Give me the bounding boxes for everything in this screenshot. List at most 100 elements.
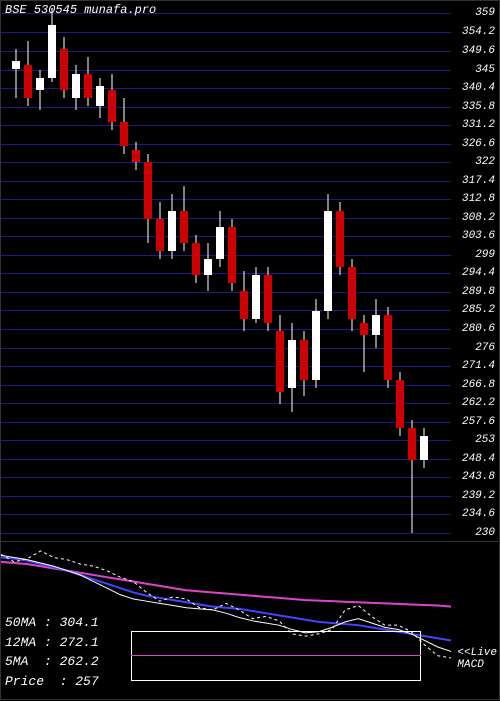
- candle-body: [192, 243, 200, 275]
- gridline: [1, 477, 451, 478]
- candle-body: [156, 219, 164, 251]
- ma5-row: 5MA : 262.2: [5, 652, 99, 672]
- candle-body: [396, 380, 404, 428]
- y-axis-label: 234.6: [462, 508, 495, 520]
- y-axis-label: 308.2: [462, 212, 495, 224]
- candle-body: [96, 86, 104, 106]
- gridline: [1, 385, 451, 386]
- y-axis-label: 280.6: [462, 323, 495, 335]
- y-axis-label: 289.8: [462, 286, 495, 298]
- gridline: [1, 310, 451, 311]
- candle-body: [420, 436, 428, 460]
- gridline: [1, 273, 451, 274]
- y-axis-label: 303.6: [462, 230, 495, 242]
- gridline: [1, 88, 451, 89]
- gridline: [1, 496, 451, 497]
- ma5-label: 5MA: [5, 654, 28, 669]
- macd-signal-line: [131, 655, 421, 656]
- candle-body: [168, 211, 176, 251]
- candle-body: [180, 211, 188, 243]
- gridline: [1, 162, 451, 163]
- y-axis-label: 230: [475, 527, 495, 539]
- price-label: Price: [5, 674, 44, 689]
- candle-body: [276, 331, 284, 391]
- candle-body: [36, 78, 44, 90]
- indicator-area: 50MA : 304.1 12MA : 272.1 5MA : 262.2 Pr…: [1, 541, 500, 701]
- candle-body: [264, 275, 272, 323]
- gridline: [1, 70, 451, 71]
- candle-wick: [16, 49, 17, 97]
- macd-label-line1: <<Live: [457, 647, 497, 659]
- candle-body: [72, 74, 80, 98]
- price-value: 257: [75, 674, 98, 689]
- gridline: [1, 144, 451, 145]
- source-label: munafa.pro: [84, 3, 156, 17]
- y-axis-label: 257.6: [462, 416, 495, 428]
- macd-label: <<Live MACD: [457, 647, 497, 671]
- candle-body: [300, 340, 308, 380]
- candle-body: [204, 259, 212, 275]
- ma50-row: 50MA : 304.1: [5, 613, 99, 633]
- y-axis-label: 312.8: [462, 193, 495, 205]
- candle-body: [252, 275, 260, 319]
- candle-body: [408, 428, 416, 460]
- gridline: [1, 292, 451, 293]
- y-axis-label: 340.4: [462, 82, 495, 94]
- chart-title: BSE 530545 munafa.pro: [5, 3, 156, 17]
- ma50-label: 50MA: [5, 615, 36, 630]
- macd-label-line2: MACD: [457, 659, 497, 671]
- y-axis-label: 262.2: [462, 397, 495, 409]
- gridline: [1, 459, 451, 460]
- candle-body: [132, 150, 140, 162]
- y-axis-label: 317.4: [462, 175, 495, 187]
- candle-body: [84, 74, 92, 98]
- ma5-value: 262.2: [60, 654, 99, 669]
- macd-box: [131, 631, 421, 681]
- ma12-label: 12MA: [5, 635, 36, 650]
- ma12-value: 272.1: [60, 635, 99, 650]
- candle-body: [120, 122, 128, 146]
- gridline: [1, 236, 451, 237]
- y-axis-label: 345: [475, 64, 495, 76]
- gridline: [1, 181, 451, 182]
- y-axis-label: 271.4: [462, 360, 495, 372]
- gridline: [1, 218, 451, 219]
- candle-body: [12, 61, 20, 69]
- y-axis: 359354.2349.6345340.4335.8331.2326.63223…: [449, 1, 499, 541]
- price-row: Price : 257: [5, 672, 99, 692]
- gridline: [1, 32, 451, 33]
- candle-body: [144, 162, 152, 218]
- y-axis-label: 335.8: [462, 101, 495, 113]
- gridline: [1, 255, 451, 256]
- y-axis-label: 239.2: [462, 490, 495, 502]
- gridline: [1, 533, 451, 534]
- gridline: [1, 125, 451, 126]
- gridline: [1, 514, 451, 515]
- price-chart-area: [1, 1, 451, 541]
- symbol-label: 530545: [34, 3, 77, 17]
- y-axis-label: 354.2: [462, 26, 495, 38]
- candle-body: [384, 315, 392, 379]
- y-axis-label: 266.8: [462, 379, 495, 391]
- y-axis-label: 253: [475, 434, 495, 446]
- exchange-label: BSE: [5, 3, 27, 17]
- y-axis-label: 322: [475, 156, 495, 168]
- candle-body: [240, 291, 248, 319]
- gridline: [1, 440, 451, 441]
- candle-body: [60, 49, 68, 89]
- y-axis-label: 331.2: [462, 119, 495, 131]
- y-axis-label: 248.4: [462, 453, 495, 465]
- gridline: [1, 403, 451, 404]
- candle-body: [324, 211, 332, 312]
- ma50-value: 304.1: [60, 615, 99, 630]
- candle-body: [348, 267, 356, 319]
- chart-container: BSE 530545 munafa.pro 359354.2349.634534…: [0, 0, 500, 700]
- candle-body: [24, 65, 32, 97]
- gridline: [1, 199, 451, 200]
- candle-body: [336, 211, 344, 267]
- candle-body: [312, 311, 320, 380]
- y-axis-label: 299: [475, 249, 495, 261]
- candle-body: [216, 227, 224, 259]
- candle-body: [228, 227, 236, 283]
- gridline: [1, 51, 451, 52]
